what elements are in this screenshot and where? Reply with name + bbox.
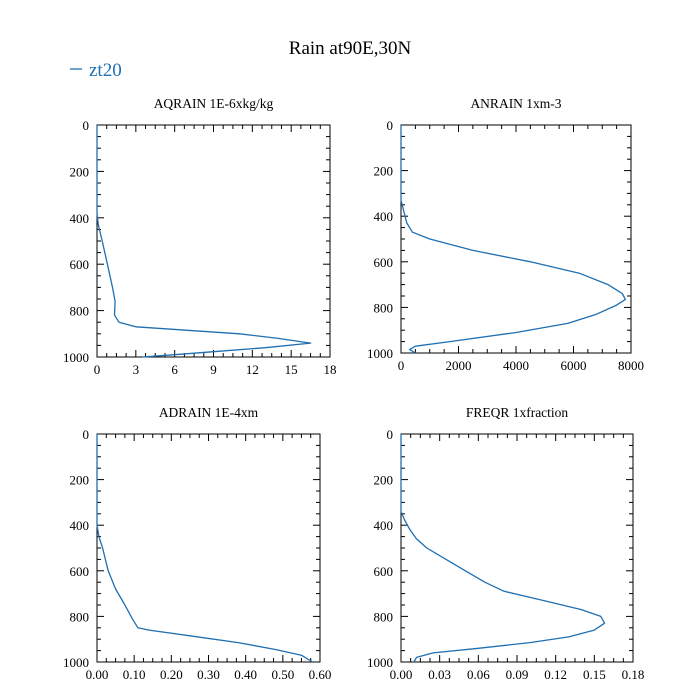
figure-title: Rain at90E,30N <box>289 38 412 59</box>
x-tick-label: 3 <box>133 362 140 377</box>
series-line-zt20 <box>400 434 606 663</box>
y-tick-label: 200 <box>374 473 394 488</box>
x-tick-label: 9 <box>210 362 217 377</box>
x-tick-label: 0.06 <box>467 667 490 682</box>
x-tick-label: 0.03 <box>428 667 451 682</box>
legend: zt20 <box>70 60 122 81</box>
x-tick-label: 2000 <box>446 358 472 373</box>
plot-frame <box>96 433 321 663</box>
x-tick-label: 0.18 <box>622 667 645 682</box>
panel-1: AQRAIN 1E-6xkg/kg 0 3 6 9 12 15 18 0 200 400 600 800… <box>63 96 337 377</box>
x-tick-label: 12 <box>246 362 259 377</box>
panel-2: ANRAIN 1xm-3 0 2000 4000 6000 8000 0 200 400 600 8… <box>367 96 644 373</box>
x-tick-label: 0.00 <box>390 667 413 682</box>
x-tick-label: 0.40 <box>234 667 257 682</box>
panel-title: AQRAIN 1E-6xkg/kg <box>154 96 274 111</box>
y-tick-label: 200 <box>374 164 394 179</box>
x-tick-label: 18 <box>324 362 337 377</box>
series-line-zt20 <box>96 434 313 663</box>
legend-label: zt20 <box>89 60 122 81</box>
y-tick-label: 1000 <box>63 655 89 670</box>
x-tick-label: 0.12 <box>544 667 567 682</box>
y-tick-label: 200 <box>70 164 90 179</box>
y-tick-label: 400 <box>374 209 394 224</box>
panel-4: FREQR 1xfraction 0.00 0.03 0.06 0.09 0.12 0.15… <box>367 405 644 682</box>
y-tick-label: 600 <box>70 257 90 272</box>
y-tick-label: 200 <box>70 473 90 488</box>
panel-3: ADRAIN 1E-4xm 0.00 0.10 0.20 0.30 0.40 0.50 0.6… <box>63 405 331 682</box>
y-tick-label: 800 <box>70 609 90 624</box>
y-tick-label: 1000 <box>367 346 393 361</box>
y-tick-label: 400 <box>374 518 394 533</box>
y-tick-label: 0 <box>387 427 394 442</box>
x-tick-label: 0.00 <box>86 667 109 682</box>
series-line-zt20 <box>96 125 312 358</box>
x-tick-label: 0.20 <box>160 667 183 682</box>
panel-title: ADRAIN 1E-4xm <box>159 405 259 420</box>
x-tick-label: 0.30 <box>197 667 220 682</box>
x-tick-label: 0 <box>398 358 405 373</box>
x-tick-label: 0.15 <box>583 667 606 682</box>
x-tick-label: 8000 <box>618 358 644 373</box>
y-tick-label: 400 <box>70 518 90 533</box>
y-tick-label: 600 <box>70 564 90 579</box>
plot-frame <box>96 124 331 358</box>
y-tick-label: 1000 <box>367 655 393 670</box>
x-tick-label: 0.50 <box>271 667 294 682</box>
x-tick-label: 0 <box>94 362 101 377</box>
y-tick-label: 0 <box>83 118 90 133</box>
plot-frame <box>400 124 632 354</box>
x-tick-label: 6000 <box>561 358 587 373</box>
y-tick-label: 400 <box>70 211 90 226</box>
panel-title: FREQR 1xfraction <box>466 405 569 420</box>
y-tick-label: 800 <box>374 609 394 624</box>
x-tick-label: 0.09 <box>506 667 529 682</box>
x-tick-label: 15 <box>285 362 298 377</box>
y-tick-label: 600 <box>374 255 394 270</box>
x-tick-label: 0.10 <box>123 667 146 682</box>
series-line-zt20 <box>400 125 626 354</box>
x-tick-label: 6 <box>171 362 178 377</box>
y-tick-label: 800 <box>70 304 90 319</box>
y-tick-label: 0 <box>83 427 90 442</box>
panels: AQRAIN 1E-6xkg/kg 0 3 6 9 12 15 18 0 200 400 600 800… <box>63 96 644 682</box>
x-tick-label: 0.60 <box>309 667 332 682</box>
panel-title: ANRAIN 1xm-3 <box>470 96 561 111</box>
y-tick-label: 0 <box>387 118 394 133</box>
x-tick-label: 4000 <box>503 358 529 373</box>
y-tick-label: 800 <box>374 300 394 315</box>
y-tick-label: 1000 <box>63 350 89 365</box>
y-tick-label: 600 <box>374 564 394 579</box>
